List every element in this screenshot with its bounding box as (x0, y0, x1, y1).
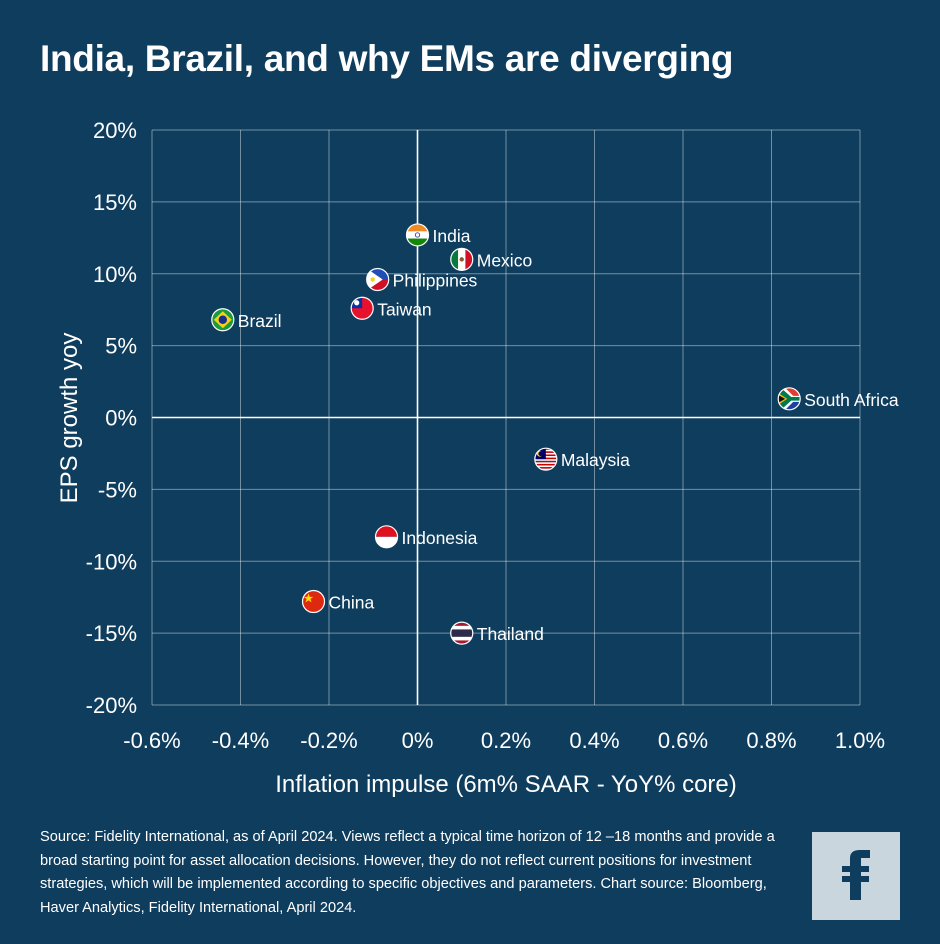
data-point (777, 387, 801, 411)
data-point (450, 247, 474, 271)
china-flag-icon (302, 590, 325, 613)
india-flag-icon (406, 223, 429, 246)
x-tick-label: 0.2% (481, 728, 531, 753)
page-title: India, Brazil, and why EMs are diverging (40, 38, 734, 79)
point-label: Thailand (477, 624, 544, 644)
x-tick-label: -0.2% (300, 728, 357, 753)
y-tick-label: 20% (93, 118, 137, 143)
point-label: Philippines (393, 271, 478, 291)
data-point (450, 621, 474, 645)
x-tick-label: -0.4% (212, 728, 269, 753)
y-tick-label: 5% (105, 334, 137, 359)
philippines-flag-icon (366, 268, 389, 291)
x-axis-ticks: -0.6% -0.4% -0.2% 0% 0.2% 0.4% 0.6% 0.8% 1.0% (123, 728, 885, 753)
brazil-flag-icon (211, 308, 234, 331)
y-tick-label: -15% (86, 621, 137, 646)
y-tick-label: -5% (98, 477, 137, 502)
chart-grid (151, 129, 861, 706)
x-axis-label: Inflation impulse (6m% SAAR - YoY% core) (275, 771, 737, 798)
y-axis-label: EPS growth yoy (56, 333, 83, 504)
x-tick-label: 1.0% (835, 728, 885, 753)
point-label: Malaysia (561, 450, 630, 470)
y-tick-label: -20% (86, 693, 137, 718)
data-point (211, 308, 235, 332)
fidelity-f-logo-icon (812, 832, 900, 920)
y-tick-label: 0% (105, 406, 137, 431)
x-tick-label: 0% (402, 728, 434, 753)
y-axis-ticks: 20% 15% 10% 5% 0% -5% -10% -15% -20% (86, 118, 137, 718)
y-tick-label: -10% (86, 549, 137, 574)
data-point (374, 525, 399, 549)
point-label: China (329, 593, 375, 613)
point-label: Taiwan (377, 299, 431, 319)
x-tick-label: 0.8% (746, 728, 796, 753)
point-label: India (433, 226, 471, 246)
thailand-flag-icon (450, 622, 473, 645)
point-label: South Africa (804, 390, 899, 410)
point-label: Brazil (238, 311, 282, 331)
data-point (534, 447, 558, 471)
taiwan-flag-icon (351, 297, 374, 320)
south-africa-flag-icon (778, 387, 801, 410)
point-label: Indonesia (402, 528, 478, 548)
mexico-flag-icon (450, 248, 473, 271)
scatter-chart: -0.6% -0.4% -0.2% 0% 0.2% 0.4% 0.6% 0.8% 1.0% 20… (56, 118, 899, 798)
x-tick-label: -0.6% (123, 728, 180, 753)
y-tick-label: 10% (93, 262, 137, 287)
data-point (405, 223, 430, 247)
data-point (366, 267, 390, 292)
x-tick-label: 0.4% (569, 728, 619, 753)
point-label: Mexico (477, 250, 532, 270)
y-tick-label: 15% (93, 190, 137, 215)
data-point (350, 296, 374, 320)
source-note: Source: Fidelity International, as of Ap… (40, 829, 775, 916)
data-point (301, 589, 326, 614)
x-tick-label: 0.6% (658, 728, 708, 753)
malaysia-flag-icon (534, 448, 557, 471)
indonesia-flag-icon (375, 525, 398, 548)
